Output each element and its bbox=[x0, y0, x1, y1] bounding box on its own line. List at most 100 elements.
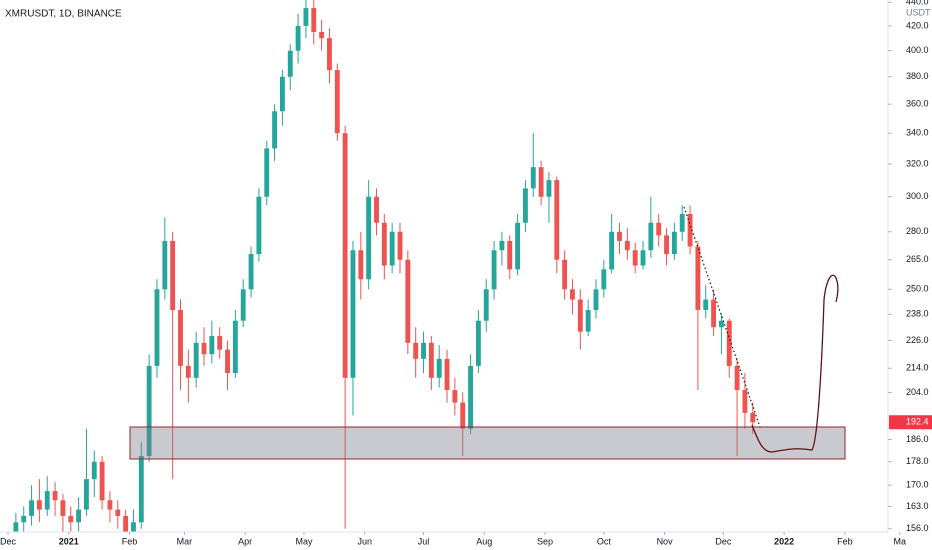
candle-body bbox=[256, 196, 262, 255]
y-tick-label: 238.0 bbox=[906, 309, 929, 319]
candle-body bbox=[554, 180, 560, 260]
candle-body bbox=[648, 222, 654, 251]
y-tick-label: 280.0 bbox=[906, 226, 929, 236]
y-tick-label: 440.0 bbox=[906, 0, 929, 7]
candle-body bbox=[76, 509, 82, 523]
candle-body bbox=[695, 246, 701, 311]
candle-body bbox=[389, 231, 395, 266]
x-tick-label: Nov bbox=[657, 536, 674, 546]
time-axis-panel bbox=[0, 532, 888, 550]
candle-body bbox=[397, 231, 403, 260]
candle-body bbox=[209, 336, 215, 355]
candle-body bbox=[609, 231, 615, 270]
candle-body bbox=[146, 365, 152, 457]
candle-body bbox=[570, 289, 575, 300]
candle-body bbox=[91, 461, 97, 480]
currency-label: USDT bbox=[906, 7, 931, 17]
candle-body bbox=[632, 250, 638, 266]
candle-body bbox=[29, 500, 34, 516]
candle-body bbox=[68, 515, 74, 523]
candle-body bbox=[711, 299, 717, 328]
candle-body bbox=[334, 70, 340, 134]
candle-body bbox=[624, 240, 630, 251]
candle-body bbox=[538, 167, 544, 197]
candle-body bbox=[272, 111, 278, 149]
candle-body bbox=[428, 342, 434, 378]
candle-body bbox=[52, 491, 58, 501]
candle-body bbox=[240, 289, 246, 321]
candle-body bbox=[295, 25, 301, 51]
candle-body bbox=[154, 289, 160, 366]
candle-body bbox=[687, 213, 693, 247]
candle-body bbox=[679, 213, 685, 232]
y-tick-label: 300.0 bbox=[906, 191, 929, 201]
candle-body bbox=[452, 390, 458, 403]
candle-body bbox=[750, 412, 756, 423]
candle-body bbox=[138, 456, 144, 523]
candle-body bbox=[617, 231, 622, 241]
candle-body bbox=[327, 38, 332, 71]
y-tick-label: 156.0 bbox=[906, 523, 929, 533]
y-tick-label: 163.0 bbox=[906, 501, 929, 511]
candle-body bbox=[366, 196, 372, 280]
y-tick-label: 420.0 bbox=[906, 20, 929, 30]
candle-body bbox=[311, 8, 317, 33]
x-tick-label: Feb bbox=[122, 536, 138, 546]
candle-body bbox=[718, 320, 724, 328]
candle-body bbox=[21, 515, 27, 523]
candle-body bbox=[350, 250, 356, 378]
y-tick-label: 340.0 bbox=[906, 128, 929, 138]
candle-body bbox=[178, 310, 183, 366]
projection-path bbox=[751, 274, 839, 453]
candle-body bbox=[287, 50, 293, 77]
candle-body bbox=[601, 269, 607, 290]
x-tick-label: Jun bbox=[357, 536, 372, 546]
x-tick-label: Mar bbox=[177, 536, 193, 546]
y-tick-label: 400.0 bbox=[906, 45, 929, 55]
candle-body bbox=[99, 461, 105, 501]
support-zone bbox=[129, 426, 846, 460]
candle-body bbox=[123, 515, 129, 542]
candle-body bbox=[475, 320, 481, 366]
candle-body bbox=[444, 358, 450, 391]
y-tick-label: 170.0 bbox=[906, 479, 929, 489]
candle-body bbox=[162, 240, 168, 290]
y-tick-label: 380.0 bbox=[906, 71, 929, 81]
y-tick-label: 178.0 bbox=[906, 456, 929, 466]
y-tick-label: 360.0 bbox=[906, 99, 929, 109]
x-tick-label: May bbox=[295, 536, 313, 546]
candle-body bbox=[436, 358, 442, 378]
candle-body bbox=[303, 8, 309, 26]
candle-body bbox=[232, 320, 238, 374]
y-tick-label: 226.0 bbox=[906, 335, 929, 345]
x-tick-label: Feb bbox=[837, 536, 853, 546]
candle-body bbox=[107, 500, 113, 510]
candle-body bbox=[734, 365, 740, 391]
candle-body bbox=[225, 349, 230, 374]
candle-body bbox=[115, 509, 121, 516]
candle-body bbox=[523, 188, 528, 223]
candle-body bbox=[381, 222, 387, 266]
candle-body bbox=[405, 259, 411, 343]
candle-body bbox=[468, 365, 473, 429]
candle-body bbox=[491, 250, 497, 290]
candle-body bbox=[671, 231, 677, 255]
y-tick-label: 204.0 bbox=[906, 387, 929, 397]
candle-body bbox=[44, 491, 50, 510]
candle-body bbox=[217, 336, 223, 350]
candle-body bbox=[515, 222, 521, 270]
y-tick-label: 265.0 bbox=[906, 254, 929, 264]
candle-body bbox=[248, 254, 254, 290]
candle-body bbox=[499, 240, 505, 251]
y-tick-label: 320.0 bbox=[906, 158, 929, 168]
candle-body bbox=[656, 222, 662, 236]
candle-body bbox=[342, 133, 348, 378]
candle-body bbox=[201, 342, 207, 355]
candle-body bbox=[374, 196, 379, 223]
candle-body bbox=[507, 240, 513, 270]
x-tick-label: 2022 bbox=[774, 536, 794, 546]
